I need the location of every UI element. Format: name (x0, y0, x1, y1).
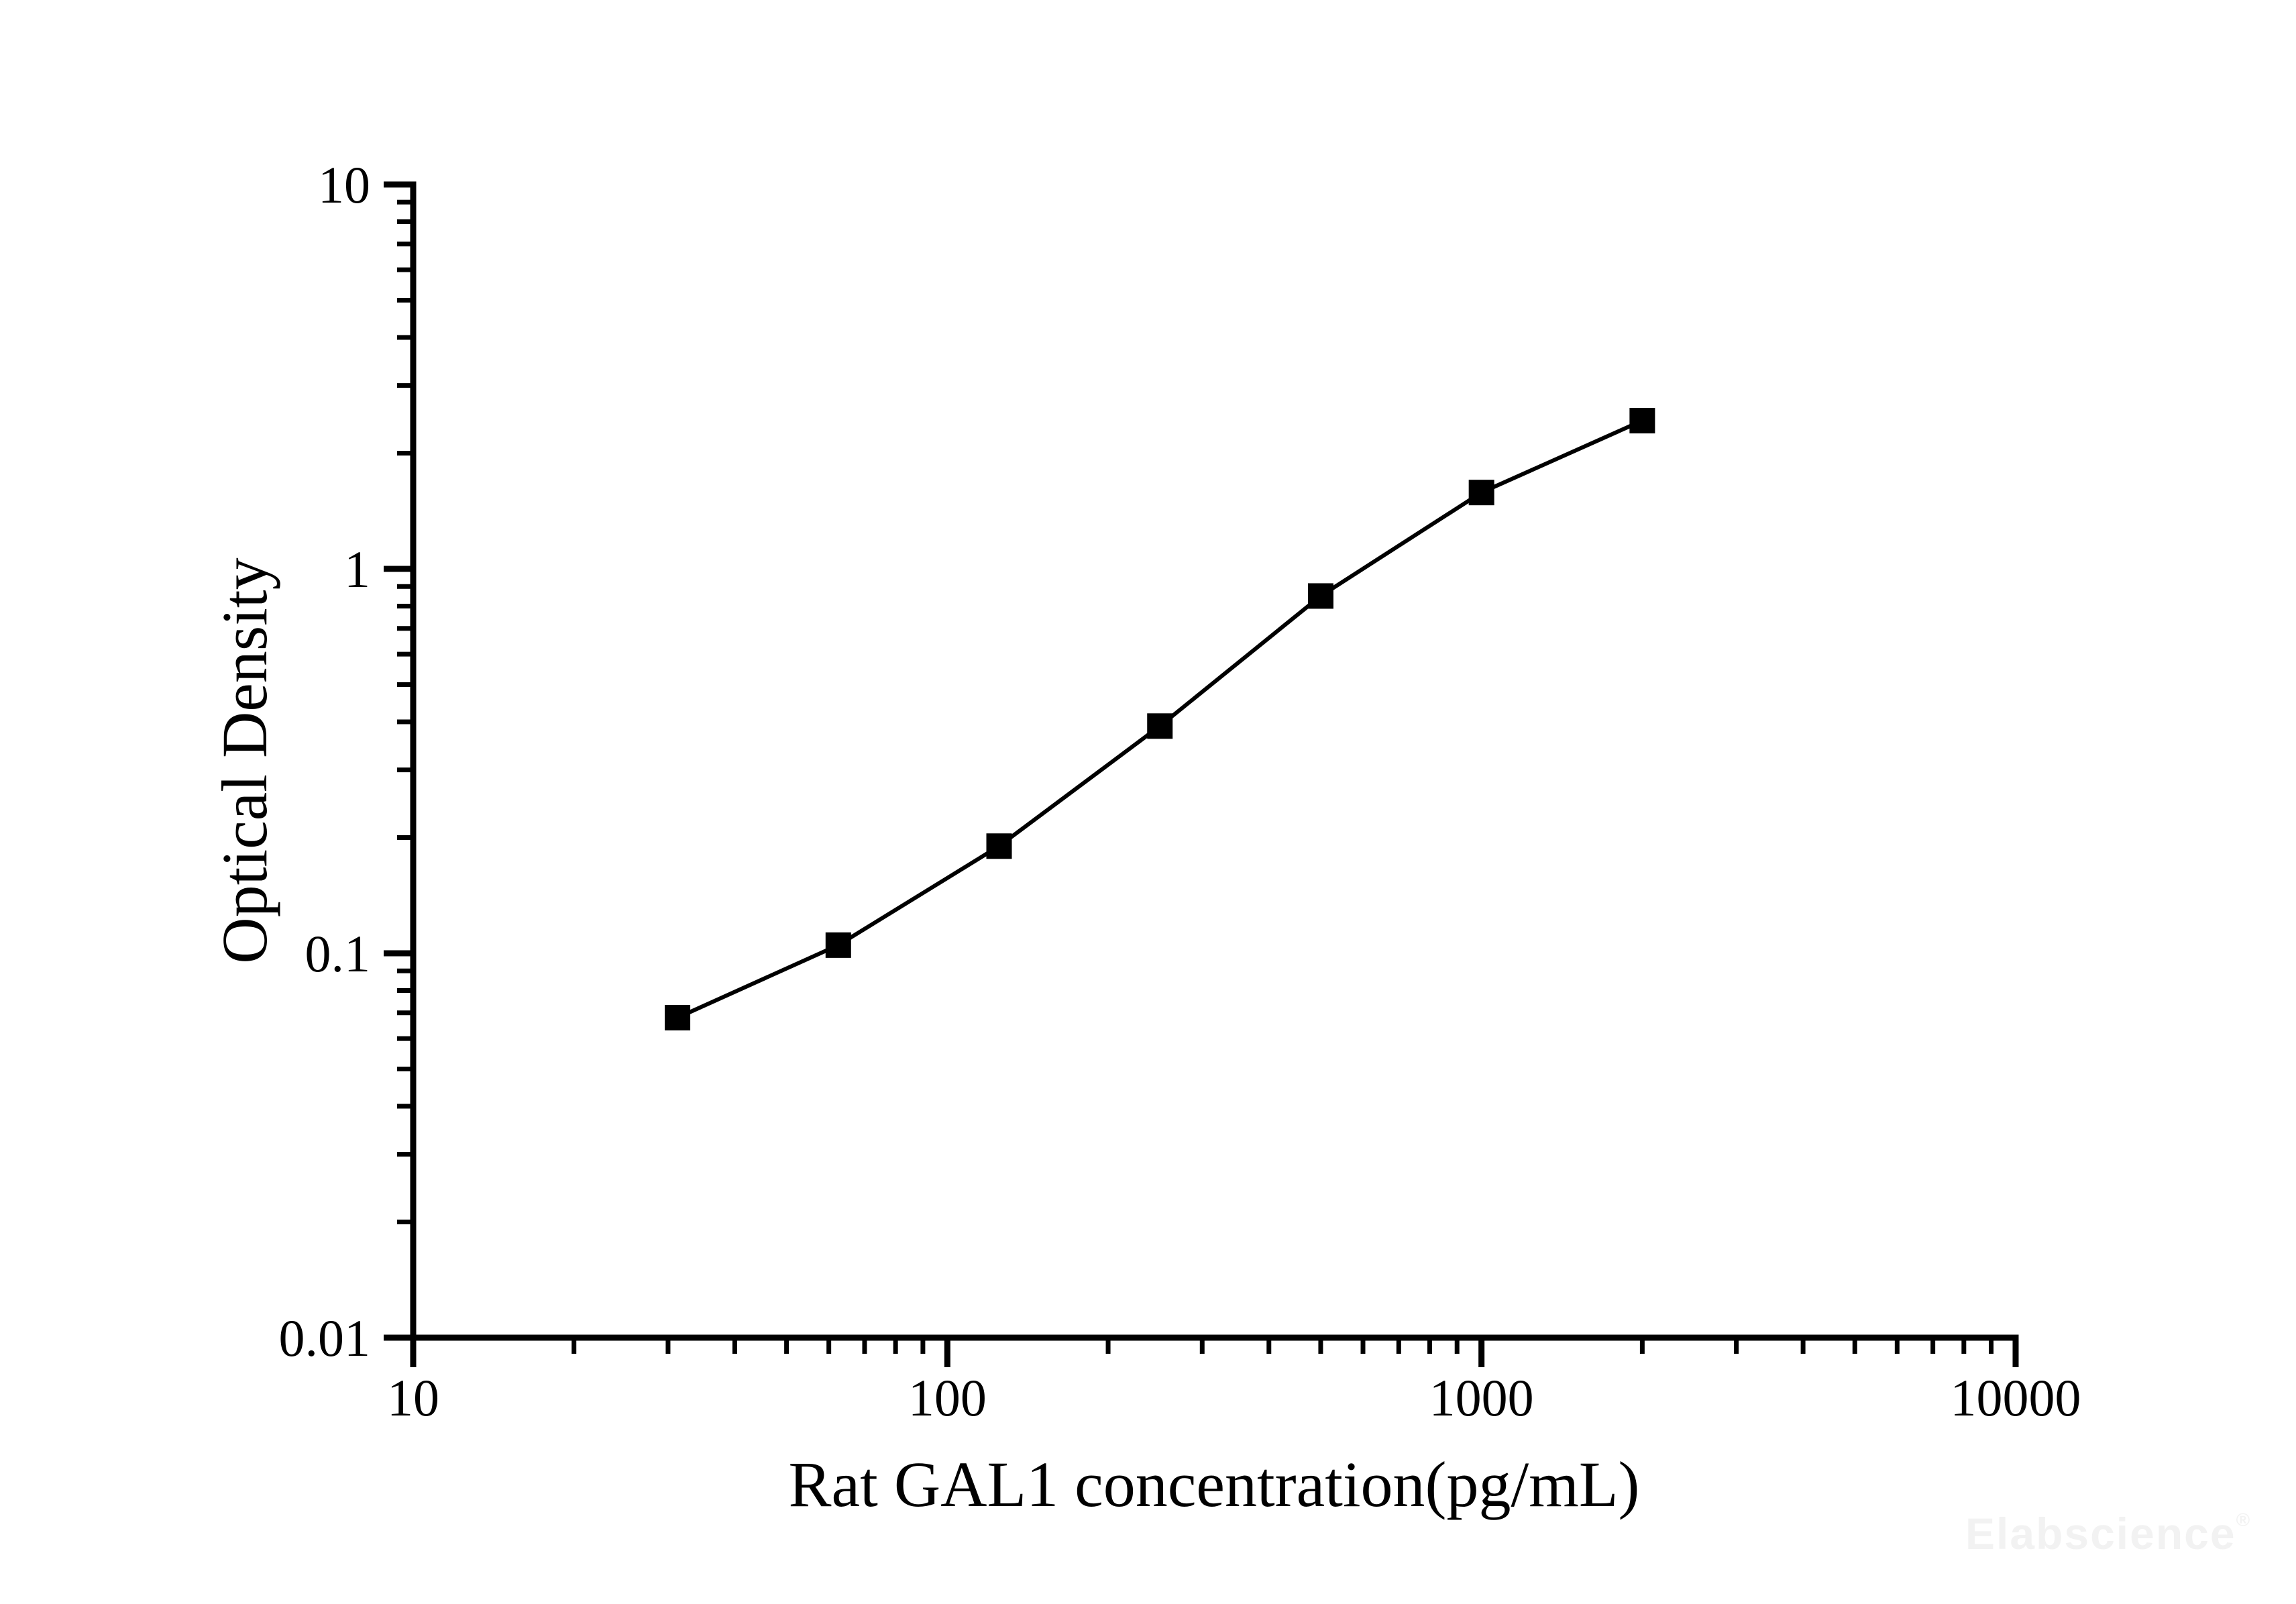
y-axis-title: Optical Density (209, 557, 281, 964)
data-point-marker (1629, 408, 1655, 434)
data-point-marker (825, 932, 851, 958)
x-tick-label: 1000 (1429, 1369, 1534, 1427)
data-point-marker (665, 1004, 691, 1030)
x-axis-title: Rat GAL1 concentration(pg/mL) (788, 1448, 1640, 1520)
data-point-marker (1468, 480, 1494, 506)
x-tick-label: 100 (908, 1369, 987, 1427)
y-tick-label: 0.1 (305, 924, 371, 983)
data-point-marker (1307, 583, 1333, 609)
y-tick-label: 10 (318, 156, 370, 214)
data-point-marker (986, 833, 1012, 859)
data-point-marker (1147, 713, 1173, 739)
watermark-text: Elabscience (1965, 1509, 2236, 1558)
x-tick-label: 10000 (1951, 1369, 2081, 1427)
registered-mark-icon: ® (2236, 1509, 2250, 1530)
y-tick-label: 1 (344, 540, 370, 598)
watermark-logo: Elabscience® (1965, 1508, 2250, 1559)
x-tick-label: 10 (387, 1369, 439, 1427)
y-tick-label: 0.01 (279, 1309, 371, 1367)
